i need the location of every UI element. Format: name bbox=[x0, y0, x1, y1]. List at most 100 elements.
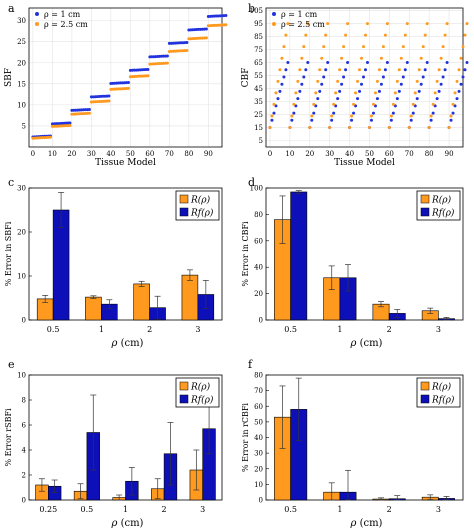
data-point bbox=[338, 68, 342, 72]
y-tick-label: 80 bbox=[254, 211, 263, 219]
data-point bbox=[274, 91, 278, 95]
data-point bbox=[280, 56, 284, 60]
y-axis-label: % Error rSBFi bbox=[4, 408, 13, 467]
x-tick-label: 80 bbox=[425, 150, 434, 158]
x-tick-label: 40 bbox=[106, 150, 115, 158]
x-axis-label: Tissue Model bbox=[334, 158, 395, 168]
panel-d: d 0 20 40 60 80 100 0.5 1 2 3 ρ (cm) % Error in CBFi… bbox=[241, 176, 464, 349]
legend-label: Rf(ρ) bbox=[431, 395, 455, 406]
legend-swatch bbox=[179, 381, 189, 391]
data-point bbox=[302, 45, 306, 49]
data-point bbox=[185, 48, 189, 52]
data-point bbox=[371, 111, 375, 115]
data-point bbox=[338, 89, 342, 93]
y-tick-label: 60 bbox=[254, 403, 263, 411]
x-tick-label: 3 bbox=[436, 325, 441, 334]
legend: R(ρ) Rf(ρ) bbox=[416, 190, 461, 221]
y-axis-label: CBF bbox=[241, 68, 251, 88]
data-point bbox=[302, 75, 306, 79]
data-point bbox=[449, 118, 453, 122]
panel-letter: f bbox=[248, 358, 253, 371]
data-point bbox=[352, 102, 356, 106]
legend-label: R(ρ) bbox=[431, 195, 452, 206]
data-point bbox=[290, 118, 294, 122]
data-point bbox=[316, 97, 320, 101]
data-point bbox=[445, 22, 449, 26]
data-point bbox=[381, 45, 385, 49]
data-point bbox=[358, 68, 362, 72]
x-tick-label: 50 bbox=[126, 150, 135, 158]
x-tick-label: 60 bbox=[385, 150, 394, 158]
y-axis-label: SBF bbox=[4, 68, 14, 87]
x-tick-label: 30 bbox=[325, 150, 334, 158]
y-tick-label: 25 bbox=[254, 111, 263, 119]
data-point bbox=[415, 79, 419, 83]
y-tick-label: 0 bbox=[22, 497, 26, 505]
legend-marker bbox=[35, 12, 39, 16]
y-tick-label: 100 bbox=[250, 185, 263, 193]
data-point bbox=[318, 89, 322, 93]
data-point bbox=[423, 68, 427, 72]
y-tick-label: 10 bbox=[17, 372, 26, 380]
y-tick-label: 0 bbox=[259, 317, 263, 325]
data-point bbox=[465, 22, 469, 26]
legend-label: Rf(ρ) bbox=[431, 208, 455, 219]
y-tick-label: 75 bbox=[254, 46, 263, 54]
legend-swatch bbox=[420, 194, 430, 204]
data-point bbox=[344, 68, 348, 72]
data-point bbox=[387, 126, 391, 130]
legend: R(ρ) Rf(ρ) bbox=[175, 377, 220, 408]
data-point bbox=[435, 97, 439, 101]
y-tick-label: 5 bbox=[259, 137, 263, 145]
data-point bbox=[87, 111, 91, 115]
data-point bbox=[377, 68, 381, 72]
x-tick-label: 70 bbox=[405, 150, 414, 158]
y-tick-label: 70 bbox=[254, 387, 263, 395]
data-point bbox=[429, 114, 433, 118]
y-tick-label: 60 bbox=[254, 237, 263, 245]
data-point bbox=[336, 97, 340, 101]
data-point bbox=[276, 97, 280, 101]
data-point bbox=[363, 68, 367, 72]
legend-swatch bbox=[420, 381, 430, 391]
data-point bbox=[391, 111, 395, 115]
data-point bbox=[397, 68, 401, 72]
data-point bbox=[296, 97, 300, 101]
y-axis-label: % Error in SBFi bbox=[4, 221, 13, 286]
data-point bbox=[298, 68, 302, 72]
data-point bbox=[437, 89, 441, 93]
data-point bbox=[332, 102, 336, 106]
data-point bbox=[358, 89, 362, 93]
data-point bbox=[270, 114, 274, 118]
data-point bbox=[457, 89, 461, 93]
data-point bbox=[363, 33, 367, 37]
data-point bbox=[322, 75, 326, 79]
x-tick-label: 1 bbox=[337, 325, 342, 334]
panel-letter: e bbox=[8, 358, 15, 371]
x-axis-label: Tissue Model bbox=[95, 158, 156, 168]
data-point bbox=[292, 102, 296, 106]
legend-label: Rf(ρ) bbox=[190, 395, 214, 406]
y-tick-label: 8 bbox=[22, 397, 26, 405]
data-point bbox=[431, 111, 435, 115]
y-tick-label: 45 bbox=[254, 85, 263, 93]
data-point bbox=[441, 75, 445, 79]
data-point bbox=[290, 114, 294, 118]
plot-frame bbox=[28, 7, 223, 148]
x-tick-label: 40 bbox=[345, 150, 354, 158]
x-tick-label: 0.5 bbox=[47, 325, 60, 334]
data-point bbox=[399, 56, 403, 60]
y-tick-label: 80 bbox=[254, 372, 263, 380]
data-point bbox=[455, 97, 459, 101]
data-point bbox=[107, 99, 111, 103]
data-point bbox=[332, 111, 336, 115]
data-point bbox=[413, 91, 417, 95]
x-tick-label: 20 bbox=[67, 150, 76, 158]
data-point bbox=[346, 22, 350, 26]
y-tick-label: 2 bbox=[22, 472, 26, 480]
y-tick-label: 4 bbox=[22, 447, 27, 455]
data-point bbox=[342, 45, 346, 49]
legend-label: Rf(ρ) bbox=[190, 208, 214, 219]
data-point bbox=[344, 33, 348, 37]
